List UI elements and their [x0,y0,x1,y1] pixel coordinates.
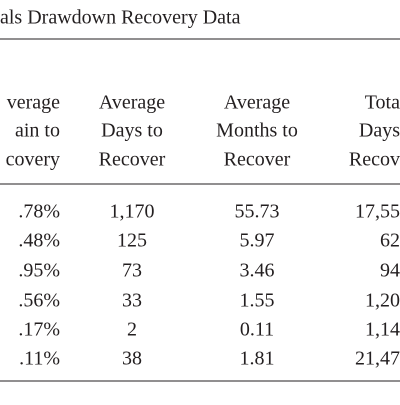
table-cell: 1,14 [365,319,400,341]
table-cell: .56% [18,290,60,312]
table-cell: 62 [380,230,400,252]
table-cell: .17% [18,319,60,341]
header-cell: Recover [99,149,166,171]
header-cell: Days to [101,120,163,142]
header-cell: verage [7,92,60,114]
header-cell: Recov [349,149,400,171]
table-title: als Drawdown Recovery Data [0,7,241,29]
table-cell: .48% [18,230,60,252]
header-cell: Days [359,120,400,142]
table-cell: 38 [122,348,142,370]
table-cell: 1,20 [365,290,400,312]
header-cell: covery [6,149,60,171]
table-cell: .78% [18,201,60,223]
table-cell: 17,55 [355,201,400,223]
table-cell: 55.73 [235,201,280,223]
header-cell: Tota [365,92,400,114]
table-cell: 1.81 [240,348,275,370]
table-cell: 33 [122,290,142,312]
table-cell: .95% [18,260,60,282]
header-cell: Recover [224,149,291,171]
table-cell: 5.97 [240,230,275,252]
header-cell: Average [99,92,165,114]
table-cell: 94 [380,260,400,282]
table-cell: 73 [122,260,142,282]
table-cell: .11% [19,348,60,370]
header-cell: Months to [216,120,298,142]
table-cell: 1.55 [240,290,275,312]
table-cell: 2 [127,319,137,341]
table-cell: 1,170 [110,201,155,223]
table-cell: 3.46 [240,260,275,282]
header-cell: Average [224,92,290,114]
header-cell: ain to [15,120,60,142]
table-cell: 125 [117,230,147,252]
table-cell: 0.11 [240,319,274,341]
table-cell: 21,47 [355,348,400,370]
